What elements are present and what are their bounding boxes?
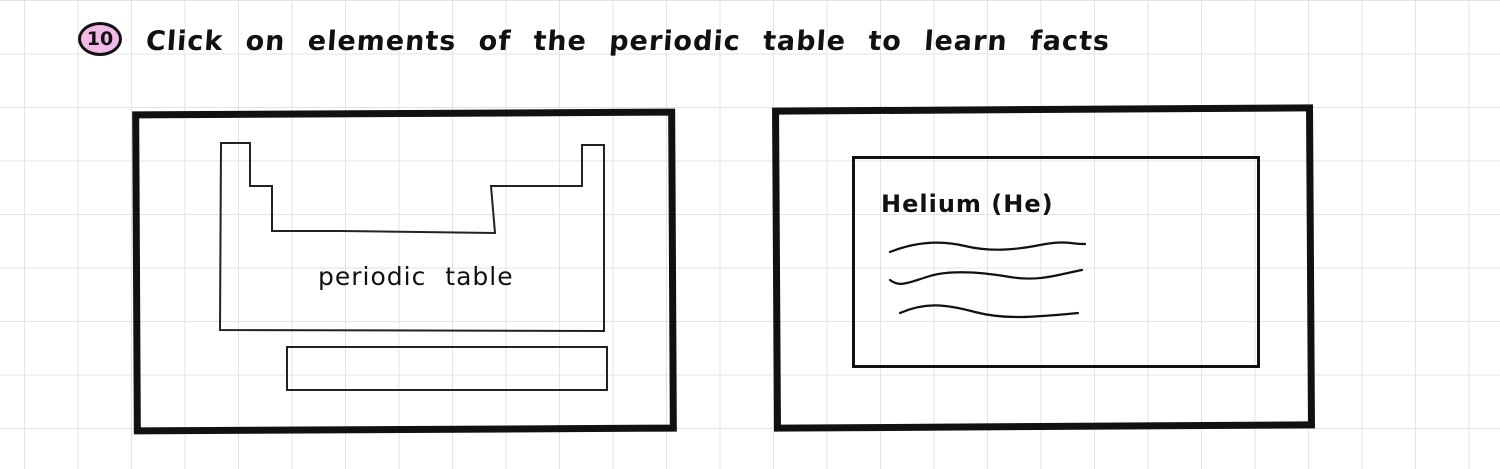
step-number: 10 [86,28,114,50]
element-title: Helium (He) [881,190,1054,218]
placeholder-text-lines [888,241,1087,319]
placeholder-line-3 [898,304,1080,319]
element-fact-card [852,156,1260,368]
step-number-badge: 10 [78,22,122,56]
element-info-bar [286,346,608,391]
placeholder-line-2 [888,268,1084,285]
placeholder-line-1 [888,241,1087,254]
periodic-table-label: periodic table [318,262,514,291]
